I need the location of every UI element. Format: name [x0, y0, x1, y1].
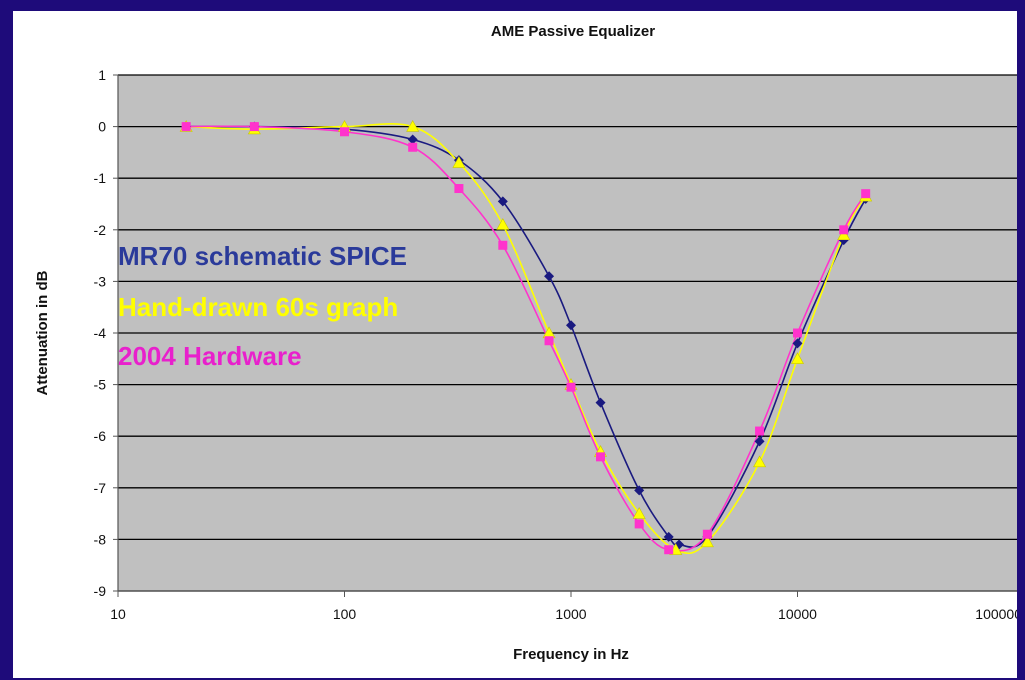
series-line: [186, 123, 867, 555]
y-tick-label: -9: [94, 583, 107, 599]
series-point: [596, 452, 606, 462]
chart-card: 10-1-2-3-4-5-6-7-8-910100100010000100000…: [13, 11, 1017, 678]
x-axis-title: Frequency in Hz: [513, 646, 629, 663]
series-point: [861, 189, 871, 199]
series-point: [454, 184, 464, 194]
x-tick-label: 1000: [555, 606, 586, 622]
series-point: [790, 352, 805, 364]
y-tick-label: 0: [98, 119, 106, 135]
series-point: [406, 119, 420, 132]
series-point: [837, 228, 851, 241]
series-line: [186, 125, 867, 552]
plot-layer: 10-1-2-3-4-5-6-7-8-910100100010000100000: [94, 67, 1017, 622]
series-point: [249, 122, 259, 132]
y-tick-label: -1: [94, 170, 107, 186]
series-point: [497, 196, 508, 207]
y-tick-label: 1: [98, 67, 106, 83]
series-point: [839, 225, 849, 235]
x-tick-label: 10000: [778, 606, 817, 622]
series-point: [792, 338, 803, 349]
series-point: [754, 436, 765, 447]
legend: MR70 schematic SPICE Hand-drawn 60s graph…: [118, 241, 407, 371]
series-point: [340, 127, 349, 137]
series-point: [595, 397, 606, 408]
series-point: [566, 382, 576, 392]
series-point: [452, 156, 466, 168]
series-point: [632, 506, 646, 519]
y-tick-label: -5: [94, 377, 107, 393]
y-tick-label: -7: [94, 480, 107, 496]
series-point: [408, 142, 418, 152]
y-axis-title: Attenuation in dB: [34, 270, 51, 395]
legend-entry-diamond: MR70 schematic SPICE: [118, 241, 407, 271]
x-tick-label: 10: [110, 606, 126, 622]
x-tick-label: 100: [333, 606, 357, 622]
series-point: [407, 134, 418, 145]
series-point: [700, 535, 714, 548]
x-tick-label: 100000: [975, 606, 1017, 622]
series-point: [663, 531, 674, 542]
series-point: [496, 218, 510, 230]
series-point: [793, 328, 802, 338]
y-tick-label: -3: [94, 273, 107, 289]
equalizer-chart: 10-1-2-3-4-5-6-7-8-910100100010000100000…: [34, 23, 1017, 663]
series-point: [544, 336, 554, 346]
series-point: [566, 320, 576, 331]
series-point: [753, 455, 767, 468]
series-point: [755, 426, 765, 436]
y-tick-label: -2: [94, 222, 107, 238]
series-line: [186, 125, 867, 548]
y-tick-label: -6: [94, 428, 107, 444]
legend-entry-triangle: Hand-drawn 60s graph: [118, 292, 398, 322]
chart-title: AME Passive Equalizer: [491, 23, 655, 40]
series-point: [634, 485, 645, 496]
series-point: [664, 545, 674, 555]
y-tick-label: -4: [94, 325, 107, 341]
series-point: [544, 271, 555, 282]
series-point: [181, 122, 191, 132]
y-tick-label: -8: [94, 531, 107, 547]
series-point: [634, 519, 644, 529]
legend-entry-square: 2004 Hardware: [118, 341, 302, 371]
series-point: [702, 529, 712, 539]
series-point: [498, 240, 508, 250]
